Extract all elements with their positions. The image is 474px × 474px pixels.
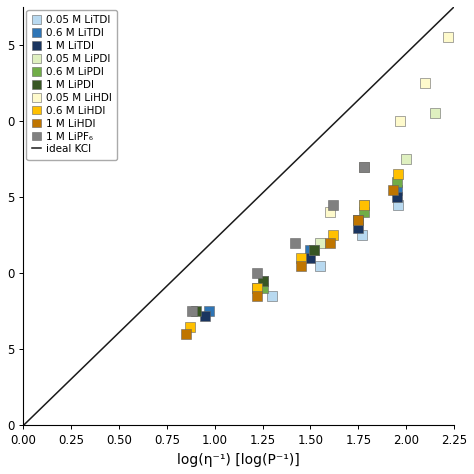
- Point: [355, 216, 362, 224]
- Point: [307, 254, 314, 262]
- Point: [355, 224, 362, 231]
- Point: [360, 163, 368, 171]
- Point: [445, 34, 452, 41]
- Point: [431, 109, 438, 117]
- Point: [316, 262, 324, 269]
- Point: [201, 312, 209, 319]
- Point: [326, 239, 333, 246]
- Point: [310, 246, 318, 254]
- Point: [259, 277, 266, 285]
- Point: [259, 277, 266, 285]
- Legend: 0.05 M LiTDI, 0.6 M LiTDI, 1 M LiTDI, 0.05 M LiPDI, 0.6 M LiPDI, 1 M LiPDI, 0.05: 0.05 M LiTDI, 0.6 M LiTDI, 1 M LiTDI, 0.…: [27, 10, 118, 160]
- Point: [393, 186, 401, 193]
- Point: [253, 285, 261, 292]
- Point: [393, 178, 401, 186]
- Point: [395, 201, 402, 209]
- Point: [192, 308, 200, 315]
- Point: [297, 262, 305, 269]
- Point: [329, 201, 337, 209]
- Point: [253, 270, 261, 277]
- Point: [268, 292, 276, 300]
- Point: [297, 254, 305, 262]
- Point: [316, 239, 324, 246]
- Point: [329, 231, 337, 239]
- Point: [292, 239, 299, 246]
- Point: [253, 285, 261, 292]
- Point: [393, 193, 401, 201]
- Point: [360, 163, 368, 171]
- Point: [355, 216, 362, 224]
- Point: [360, 201, 368, 209]
- Point: [358, 231, 366, 239]
- Point: [188, 308, 196, 315]
- Point: [421, 79, 429, 87]
- Point: [402, 155, 410, 163]
- Point: [355, 216, 362, 224]
- X-axis label: log(η⁻¹) [log(P⁻¹)]: log(η⁻¹) [log(P⁻¹)]: [177, 453, 300, 467]
- Point: [259, 277, 266, 285]
- Point: [395, 171, 402, 178]
- Point: [397, 117, 404, 125]
- Point: [259, 285, 266, 292]
- Point: [307, 246, 314, 254]
- Point: [205, 308, 213, 315]
- Point: [186, 323, 194, 330]
- Point: [326, 209, 333, 216]
- Point: [389, 186, 397, 193]
- Point: [360, 209, 368, 216]
- Point: [182, 330, 190, 338]
- Point: [253, 292, 261, 300]
- Point: [310, 246, 318, 254]
- Point: [360, 201, 368, 209]
